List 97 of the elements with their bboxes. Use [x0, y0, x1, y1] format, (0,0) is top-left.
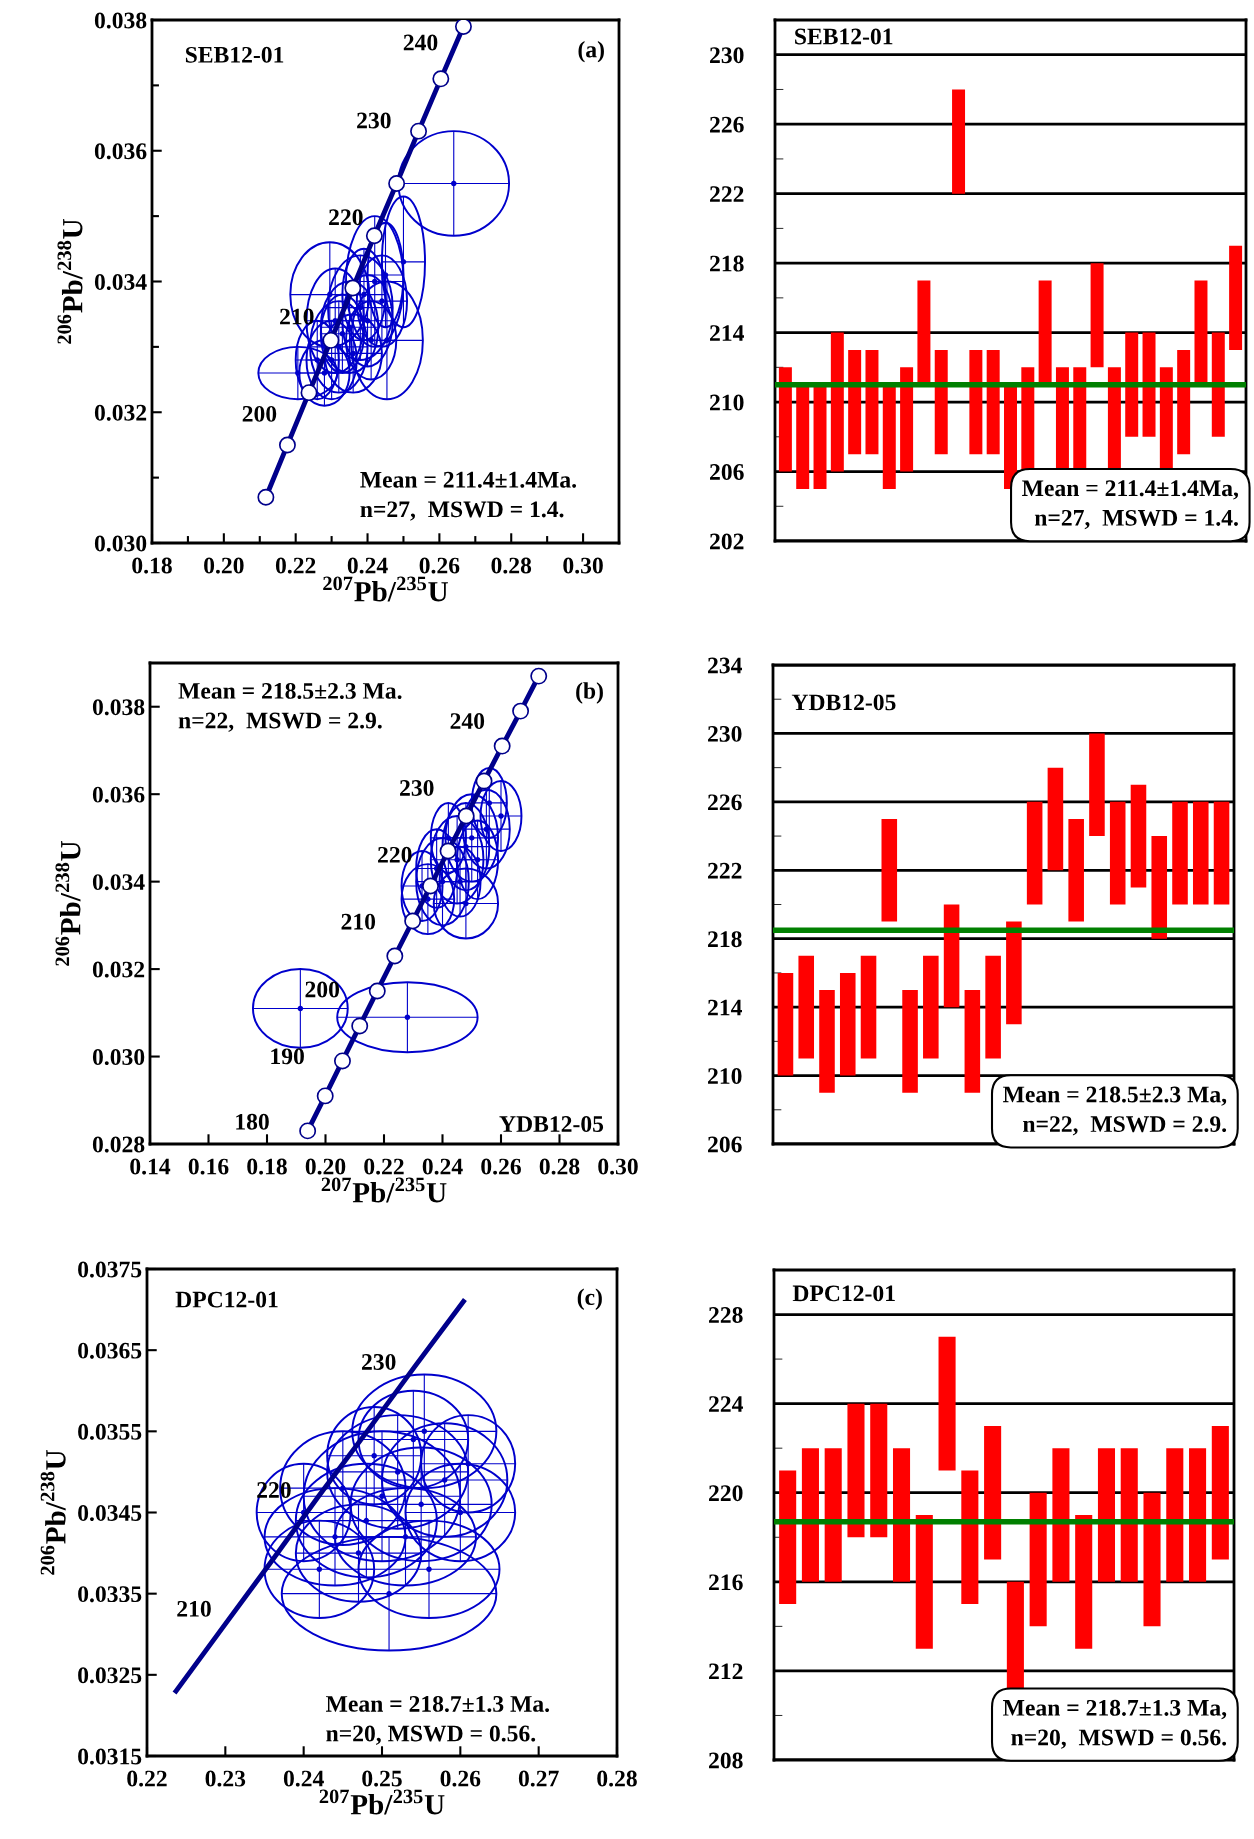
y-tick-label: 218 — [708, 931, 742, 948]
x-tick-label: 0.18 — [132, 557, 172, 574]
y-tick-label: 0.034 — [92, 874, 145, 891]
x-axis-title: $^{207}$Pb/$^{235}$U — [323, 576, 448, 602]
y-tick-label: 206 — [708, 1136, 742, 1153]
annotation: 220 — [329, 209, 363, 226]
y-tick-label: 0.0325 — [78, 1667, 142, 1684]
annotation: SEB12-01 — [185, 46, 284, 63]
annotation: Mean = 218.7±1.3 Ma, n=20, MSWD = 0.56. — [1003, 1699, 1227, 1749]
y-tick-label: 0.038 — [92, 699, 145, 716]
annotation: 220 — [378, 846, 412, 863]
y-tick-label: 210 — [708, 1068, 742, 1084]
y-tick-label: 0.0365 — [78, 1342, 142, 1359]
x-tick-label: 0.24 — [283, 1770, 324, 1787]
y-tick-label: 224 — [709, 1396, 744, 1412]
x-tick-label: 0.28 — [491, 557, 532, 574]
x-axis-title: $^{207}$Pb/$^{235}$U — [321, 1177, 447, 1203]
annotation: Mean = 218.7±1.3 Ma. n=20, MSWD = 0.56. — [326, 1695, 550, 1745]
y-tick-label: 228 — [709, 1307, 743, 1323]
y-tick-label: 0.0355 — [78, 1423, 142, 1440]
y-tick-label: 214 — [710, 325, 745, 341]
annotation: YDB12-05 — [791, 694, 896, 711]
y-tick-label: 222 — [710, 186, 744, 202]
y-tick-label: 0.0375 — [78, 1261, 142, 1278]
x-tick-label: 0.30 — [563, 557, 603, 574]
y-tick-label: 202 — [710, 533, 744, 550]
x-axis-title: $^{207}$Pb/$^{235}$U — [319, 1789, 445, 1815]
y-tick-label: 216 — [709, 1574, 743, 1591]
x-tick-label: 0.20 — [305, 1158, 346, 1175]
y-tick-label: 0.032 — [94, 404, 147, 421]
annotation: (c) — [577, 1288, 602, 1310]
annotation: 230 — [357, 112, 391, 129]
x-tick-label: 0.16 — [188, 1158, 229, 1175]
x-tick-label: 0.25 — [362, 1770, 402, 1787]
y-tick-label: 208 — [709, 1752, 743, 1769]
y-tick-label: 218 — [710, 255, 744, 272]
y-tick-label: 206 — [710, 464, 744, 480]
x-tick-label: 0.30 — [598, 1158, 638, 1175]
y-tick-label: 0.034 — [94, 273, 147, 291]
y-tick-label: 220 — [709, 1485, 743, 1502]
y-tick-label: 214 — [708, 999, 743, 1016]
annotation: DPC12-01 — [175, 1291, 278, 1308]
x-tick-label: 0.20 — [204, 557, 244, 574]
y-tick-label: 0.036 — [94, 143, 147, 160]
annotation: Mean = 218.5±2.3 Ma. n=22, MSWD = 2.9. — [178, 682, 402, 732]
y-tick-label: 212 — [709, 1663, 743, 1680]
annotation: (b) — [576, 682, 603, 704]
annotation: Mean = 211.4±1.4Ma, n=27, MSWD = 1.4. — [1022, 480, 1239, 530]
y-tick-label: 0.028 — [92, 1136, 145, 1153]
y-tick-label: 0.030 — [92, 1049, 145, 1066]
x-tick-label: 0.14 — [130, 1158, 171, 1175]
x-tick-label: 0.24 — [347, 557, 388, 574]
annotation: 240 — [403, 34, 438, 51]
annotation: 240 — [450, 713, 485, 730]
x-tick-label: 0.22 — [127, 1770, 167, 1787]
annotation: 180 — [236, 1113, 269, 1130]
y-tick-label: 234 — [708, 657, 743, 674]
annotation: 200 — [305, 981, 340, 998]
y-tick-label: 210 — [710, 394, 744, 411]
y-axis-title: $^{206}$Pb/$^{238}$U — [57, 219, 83, 344]
y-tick-label: 0.0315 — [78, 1748, 142, 1765]
x-tick-label: 0.26 — [419, 557, 460, 574]
x-tick-label: 0.18 — [247, 1158, 287, 1175]
y-axis-title: $^{206}$Pb/$^{238}$U — [40, 1450, 66, 1575]
annotation: Mean = 218.5±2.3 Ma, n=22, MSWD = 2.9. — [1003, 1086, 1227, 1136]
x-tick-label: 0.26 — [481, 1158, 521, 1175]
annotation: 200 — [242, 405, 277, 422]
x-tick-label: 0.23 — [205, 1770, 246, 1787]
annotation: (a) — [578, 40, 604, 63]
x-tick-label: 0.27 — [518, 1770, 559, 1787]
x-tick-label: 0.28 — [539, 1158, 580, 1175]
annotation: 230 — [361, 1353, 396, 1370]
y-tick-label: 222 — [708, 862, 742, 879]
annotation: 230 — [400, 779, 434, 796]
y-tick-label: 0.0345 — [78, 1504, 142, 1522]
annotation: SEB12-01 — [795, 28, 893, 45]
annotation: 210 — [341, 913, 376, 930]
x-tick-label: 0.28 — [597, 1770, 637, 1787]
y-axis-title: $^{206}$Pb/$^{238}$U — [55, 841, 81, 966]
annotation: DPC12-01 — [792, 1285, 895, 1302]
y-tick-label: 0.0335 — [78, 1586, 142, 1603]
x-tick-label: 0.26 — [440, 1770, 481, 1787]
y-tick-label: 226 — [710, 116, 744, 133]
annotation: 190 — [271, 1048, 304, 1065]
annotation: YDB12-05 — [499, 1116, 604, 1132]
annotation: 210 — [177, 1600, 211, 1617]
y-tick-label: 226 — [708, 794, 742, 811]
y-tick-label: 0.032 — [92, 961, 145, 978]
y-tick-label: 230 — [710, 47, 744, 64]
x-tick-label: 0.22 — [364, 1158, 404, 1175]
y-tick-label: 0.036 — [92, 786, 145, 803]
y-tick-label: 0.030 — [94, 535, 147, 552]
y-tick-label: 0.038 — [94, 12, 147, 29]
x-tick-label: 0.24 — [422, 1158, 463, 1175]
y-tick-label: 230 — [708, 725, 742, 742]
x-tick-label: 0.22 — [275, 557, 316, 574]
annotation: Mean = 211.4±1.4Ma. n=27, MSWD = 1.4. — [360, 471, 577, 521]
